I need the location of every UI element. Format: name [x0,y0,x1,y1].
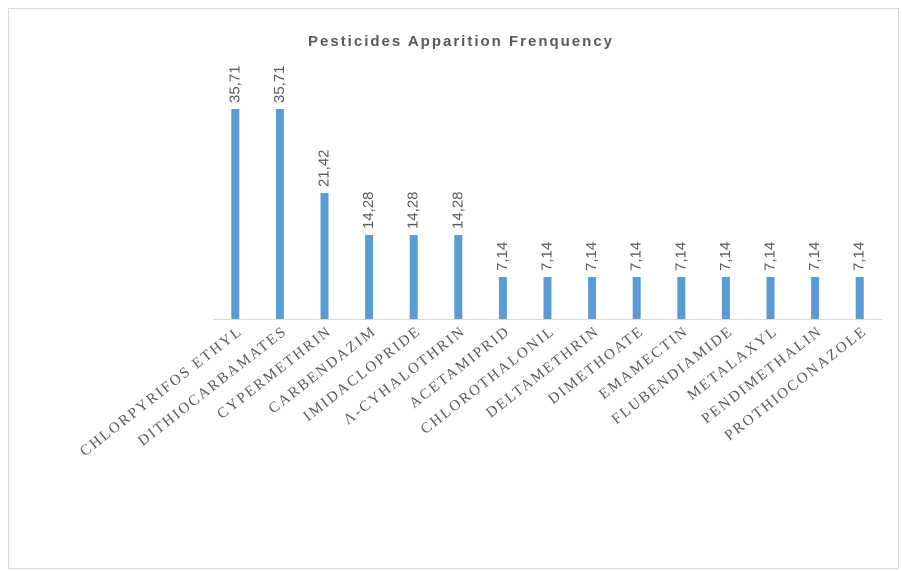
bar [543,277,552,319]
value-label: 7,14 [494,242,511,271]
bar [811,277,820,319]
value-label: 7,14 [761,242,778,271]
value-label: 7,14 [583,242,600,271]
bar [454,235,463,319]
value-label: 14,28 [449,191,466,229]
value-label: 21,42 [315,149,332,187]
bar [231,109,240,319]
value-label: 7,14 [628,242,645,271]
value-label: 35,71 [271,65,288,103]
value-label: 7,14 [851,242,868,271]
chart-title: Pesticides Apparition Frenquency [308,33,614,50]
value-label: 7,14 [538,242,555,271]
value-label: 14,28 [405,191,422,229]
bar [677,277,686,319]
bar [409,235,418,319]
bar [588,277,597,319]
bar [632,277,641,319]
bar [766,277,775,319]
bar [721,277,730,319]
bar [275,109,284,319]
bar [365,235,374,319]
bar [498,277,507,319]
value-label: 7,14 [806,242,823,271]
chart-frame [8,8,899,569]
value-label: 7,14 [672,242,689,271]
value-label: 7,14 [717,242,734,271]
bar [855,277,864,319]
bar [320,193,329,319]
value-label: 35,71 [226,65,243,103]
value-label: 14,28 [360,191,377,229]
